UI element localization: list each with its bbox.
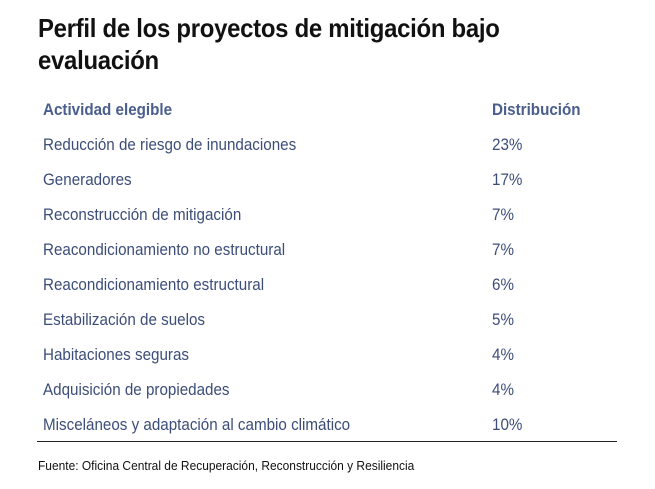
table-row: Estabilización de suelos 5% <box>43 302 618 337</box>
row-value: 7% <box>492 206 514 224</box>
table-row: Reacondicionamiento estructural 6% <box>43 267 618 302</box>
table-header: Actividad elegible Distribución <box>43 92 618 127</box>
row-value: 23% <box>492 136 523 154</box>
row-label: Misceláneos y adaptación al cambio climá… <box>43 416 351 434</box>
row-value: 17% <box>492 171 523 189</box>
chart-title: Perfil de los proyectos de mitigación ba… <box>38 13 500 75</box>
row-value: 5% <box>492 311 514 329</box>
table-row: Generadores 17% <box>43 162 618 197</box>
row-value: 6% <box>492 276 514 294</box>
table-row: Adquisición de propiedades 4% <box>43 372 618 407</box>
row-label: Habitaciones seguras <box>43 346 189 364</box>
column-header-activity: Actividad elegible <box>43 101 173 119</box>
table-row: Reacondicionamiento no estructural 7% <box>43 232 618 267</box>
source-note: Fuente: Oficina Central de Recuperación,… <box>38 458 415 473</box>
row-value: 10% <box>492 416 523 434</box>
row-value: 4% <box>492 381 514 399</box>
row-label: Adquisición de propiedades <box>43 381 230 399</box>
bottom-rule <box>37 441 617 442</box>
row-label: Reducción de riesgo de inundaciones <box>43 136 297 154</box>
table-row: Reconstrucción de mitigación 7% <box>43 197 618 232</box>
row-value: 4% <box>492 346 514 364</box>
row-value: 7% <box>492 241 514 259</box>
row-label: Reconstrucción de mitigación <box>43 206 242 224</box>
column-header-distribution: Distribución <box>492 101 581 119</box>
row-label: Reacondicionamiento estructural <box>43 276 265 294</box>
table-body: Reducción de riesgo de inundaciones 23% Ge… <box>43 127 618 442</box>
row-label: Generadores <box>43 171 132 189</box>
data-table: Actividad elegible Distribución Reducció… <box>43 92 618 442</box>
table-row: Habitaciones seguras 4% <box>43 337 618 372</box>
row-label: Estabilización de suelos <box>43 311 206 329</box>
table-row: Reducción de riesgo de inundaciones 23% <box>43 127 618 162</box>
table-row: Misceláneos y adaptación al cambio climá… <box>43 407 618 442</box>
row-label: Reacondicionamiento no estructural <box>43 241 286 259</box>
